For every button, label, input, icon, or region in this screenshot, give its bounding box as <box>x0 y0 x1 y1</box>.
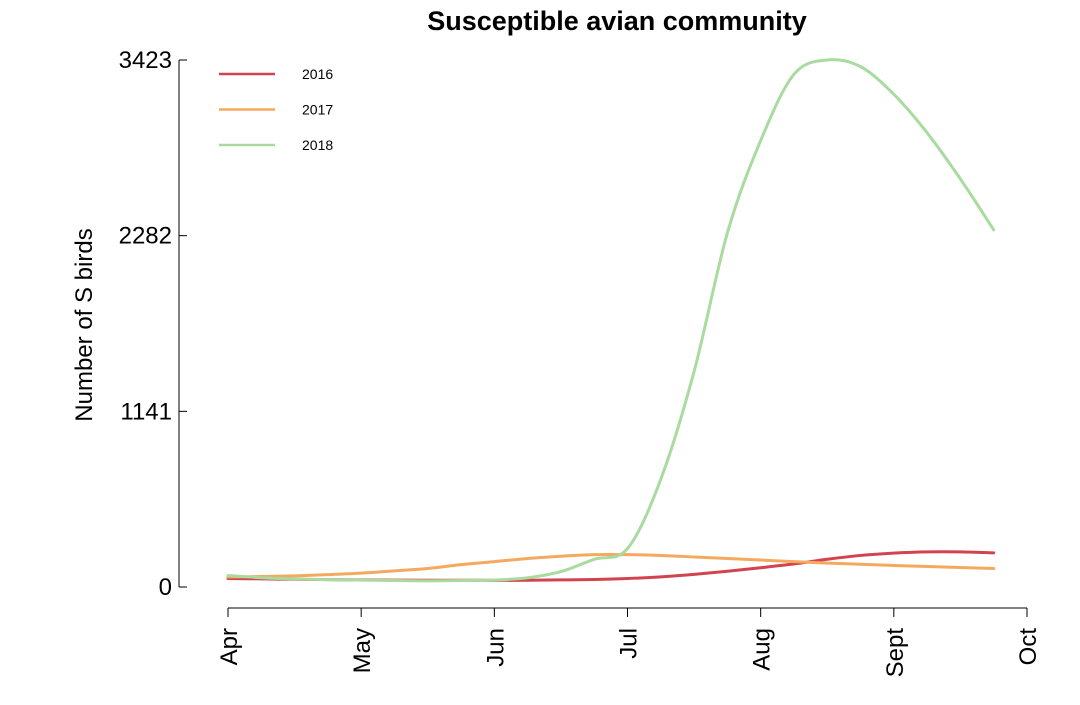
series-group <box>226 58 996 583</box>
x-tick-label: Apr <box>216 628 243 665</box>
x-tick-label: Sept <box>882 628 909 678</box>
legend: 2016 2017 2018 <box>219 66 333 153</box>
y-tick-label: 2282 <box>119 223 172 250</box>
x-tick-label: Oct <box>1015 628 1042 666</box>
x-tick-label: Jun <box>482 628 509 667</box>
x-tick-label: Jul <box>616 628 643 659</box>
y-tick-label: 1141 <box>120 398 172 425</box>
chart-title: Susceptible avian community <box>427 6 807 36</box>
y-axis: 0 1141 2282 3423 <box>119 47 187 601</box>
x-axis: Apr May Jun Jul Aug Sept Oct <box>216 607 1042 678</box>
y-tick-label: 3423 <box>119 47 172 74</box>
y-tick-label: 0 <box>159 574 172 601</box>
legend-label-2018: 2018 <box>302 137 333 153</box>
legend-label-2017: 2017 <box>302 102 333 118</box>
series-line-2018 <box>226 58 996 583</box>
x-tick-label: Aug <box>749 628 776 671</box>
y-axis-label: Number of S birds <box>71 228 98 421</box>
legend-label-2016: 2016 <box>302 66 333 82</box>
x-tick-label: May <box>349 628 376 673</box>
series-line-2017 <box>226 553 996 579</box>
